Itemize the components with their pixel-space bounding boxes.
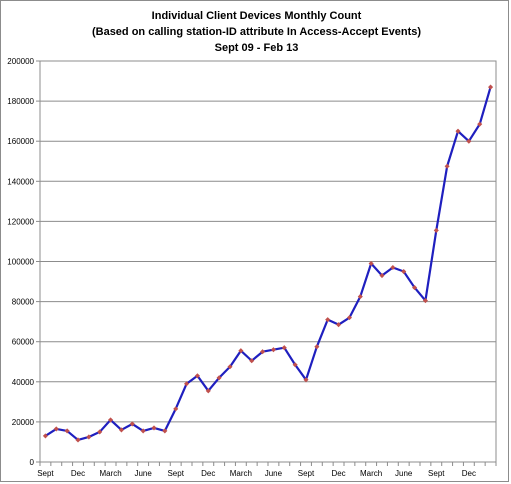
data-point (357, 294, 363, 300)
y-tick-label: 160000 (7, 137, 34, 146)
x-tick-label: Sept (37, 469, 54, 478)
data-point (422, 298, 428, 304)
y-tick-label: 60000 (12, 338, 35, 347)
data-point (162, 428, 168, 434)
y-tick-label: 20000 (12, 418, 35, 427)
data-point (401, 268, 407, 275)
data-point (444, 163, 450, 169)
data-point (140, 428, 146, 434)
data-point (368, 260, 374, 267)
data-point (238, 348, 244, 354)
data-point (412, 285, 418, 291)
data-point (488, 84, 494, 90)
series-line (44, 86, 492, 442)
y-tick-label: 40000 (12, 378, 35, 387)
data-point (455, 128, 461, 134)
data-point (75, 437, 81, 443)
data-point (314, 344, 320, 350)
x-tick-label: June (134, 469, 152, 478)
y-tick-label: 80000 (12, 298, 35, 307)
chart-date-range: Sept 09 - Feb 13 (214, 42, 299, 54)
data-series (42, 84, 494, 443)
y-tick-label: 0 (30, 458, 35, 467)
data-point (260, 349, 266, 355)
x-tick-label: March (230, 469, 252, 478)
x-tick-label: Sept (167, 469, 184, 478)
y-tick-label: 200000 (7, 57, 34, 66)
gridlines (39, 60, 497, 463)
data-point (216, 375, 222, 381)
data-point (129, 421, 135, 427)
data-point (53, 426, 59, 432)
data-point (227, 364, 233, 370)
x-tick-label: Dec (331, 469, 345, 478)
x-tick-label: Dec (462, 469, 476, 478)
data-point (336, 322, 342, 328)
x-tick-label: Dec (71, 469, 85, 478)
data-point (194, 373, 200, 379)
data-point (205, 388, 211, 394)
data-point (86, 434, 92, 440)
data-point (249, 358, 255, 364)
y-tick-label: 100000 (7, 258, 34, 267)
x-tick-label: March (99, 469, 121, 478)
data-point (390, 264, 396, 271)
x-tick-label: Dec (201, 469, 215, 478)
data-point (118, 427, 124, 433)
y-tick-label: 140000 (7, 177, 34, 186)
data-point (281, 345, 287, 351)
data-point (173, 406, 179, 412)
data-point (270, 347, 276, 353)
chart-title: Individual Client Devices Monthly Count (151, 10, 362, 22)
data-point (184, 381, 190, 387)
data-point (303, 377, 309, 383)
x-tick-label: Sept (428, 469, 445, 478)
data-point (151, 425, 157, 431)
data-point (292, 362, 298, 368)
y-tick-label: 180000 (7, 97, 34, 106)
x-tick-label: June (395, 469, 413, 478)
x-tick-label: June (265, 469, 283, 478)
x-tick-label: March (360, 469, 382, 478)
chart-subtitle: (Based on calling station-ID attribute I… (91, 26, 422, 38)
data-point (379, 272, 385, 279)
axes (36, 60, 497, 466)
x-tick-labels: Sept Dec March June Sept Dec March June Sept Dec M… (37, 469, 476, 478)
y-tick-label: 120000 (7, 217, 34, 226)
x-tick-label: Sept (298, 469, 315, 478)
data-point (108, 417, 114, 423)
data-point (346, 315, 352, 321)
data-point (325, 317, 331, 323)
data-point (433, 227, 439, 233)
y-tick-labels: 0 20000 40000 60000 80000 100000 120000 140000 1… (7, 57, 34, 467)
